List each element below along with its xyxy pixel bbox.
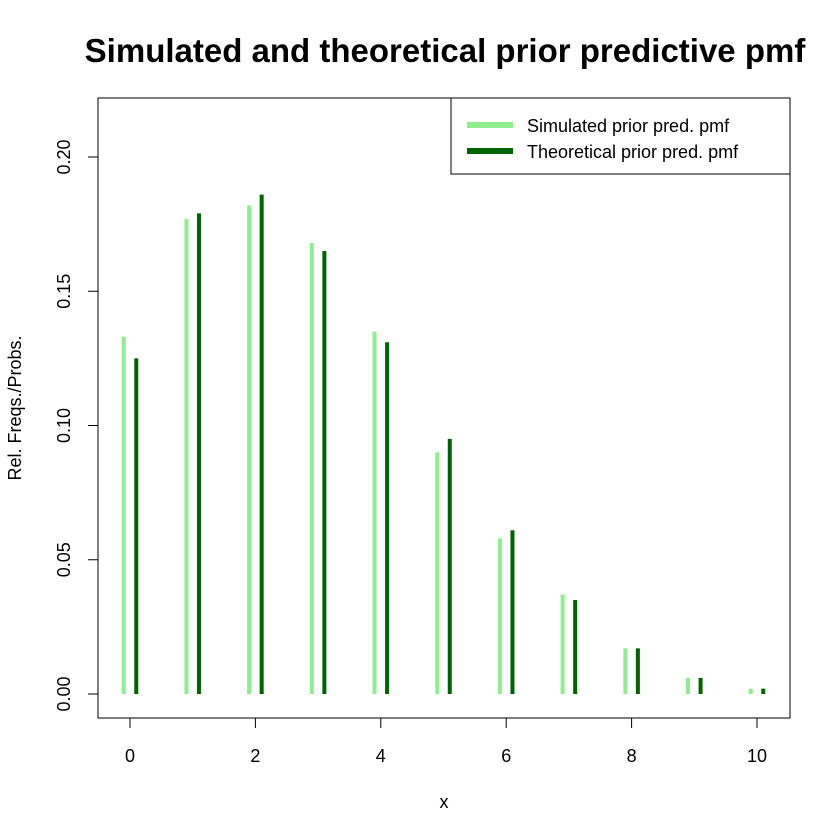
x-axis-label: x <box>440 792 449 812</box>
y-tick-label-1: 0.05 <box>54 542 74 577</box>
x-tick-label-10: 10 <box>747 746 767 766</box>
y-tick-label-0: 0.00 <box>54 676 74 711</box>
x-tick-label-0: 0 <box>125 746 135 766</box>
legend: Simulated prior pred. pmf Theoretical pr… <box>450 97 791 175</box>
chart-title: Simulated and theoretical prior predicti… <box>85 32 807 69</box>
y-tick-label-4: 0.20 <box>54 139 74 174</box>
x-tick-label-2: 2 <box>250 746 260 766</box>
x-tick-label-6: 6 <box>501 746 511 766</box>
legend-label-theoretical: Theoretical prior pred. pmf <box>527 142 739 162</box>
x-axis: 0 2 4 6 8 10 <box>125 717 767 766</box>
y-axis-label: Rel. Freqs./Probs. <box>5 335 25 480</box>
x-tick-label-8: 8 <box>627 746 637 766</box>
x-tick-label-4: 4 <box>376 746 386 766</box>
legend-label-simulated: Simulated prior pred. pmf <box>527 116 730 136</box>
legend-box <box>450 97 791 175</box>
y-axis: 0.00 0.05 0.10 0.15 0.20 <box>54 139 99 712</box>
y-tick-label-2: 0.10 <box>54 408 74 443</box>
y-tick-label-3: 0.15 <box>54 274 74 309</box>
